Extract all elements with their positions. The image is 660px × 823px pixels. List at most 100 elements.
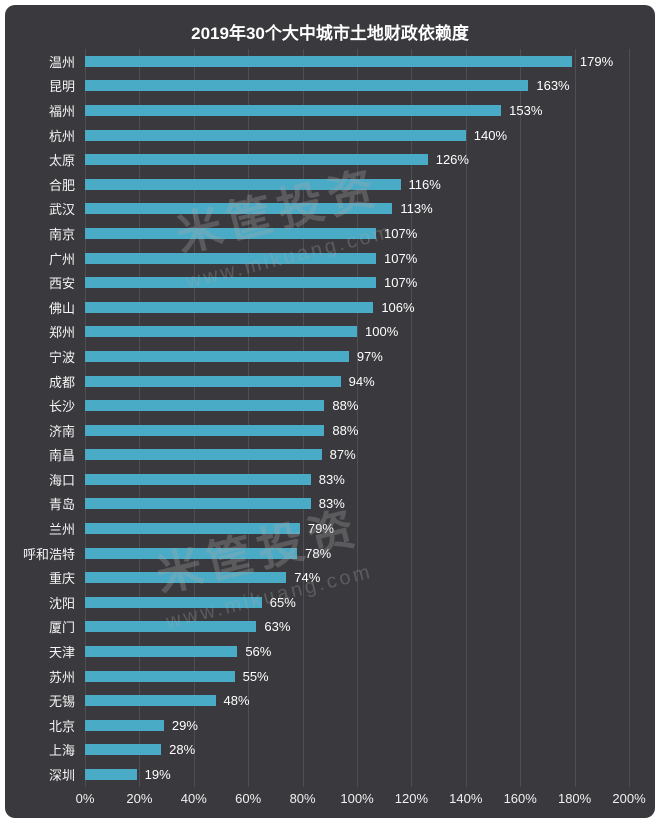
bar-row: 呼和浩特 78% xyxy=(5,541,655,566)
gridline xyxy=(193,49,195,787)
value-label: 63% xyxy=(264,619,291,635)
chart-panel: 2019年30个大中城市土地财政依赖度 温州 179% 昆明 163% 福州 153% 杭州… xyxy=(5,5,655,818)
value-label: 28% xyxy=(169,742,196,758)
gridline xyxy=(629,49,630,787)
bar-rows: 温州 179% 昆明 163% 福州 153% 杭州 140% 太原 126% 合肥 116% 武汉 11… xyxy=(5,49,655,787)
value-label: 29% xyxy=(171,717,198,733)
bar-track: 55% xyxy=(85,664,655,689)
gridline xyxy=(85,49,86,787)
value-label: 74% xyxy=(294,570,321,586)
bar xyxy=(85,769,137,781)
bar-row: 温州 179% xyxy=(5,49,655,74)
city-label: 厦门 xyxy=(48,620,75,636)
bar-track: 63% xyxy=(85,615,655,640)
bar-track: 56% xyxy=(85,639,655,664)
bar-track: 87% xyxy=(85,443,655,468)
gridline xyxy=(139,49,141,787)
bar-row: 杭州 140% xyxy=(5,123,655,148)
bar-track: 116% xyxy=(85,172,655,197)
bar-track: 153% xyxy=(85,98,655,123)
bar-row: 海口 83% xyxy=(5,467,655,492)
bar xyxy=(85,596,262,608)
city-label: 西安 xyxy=(48,276,75,292)
bar xyxy=(85,473,311,485)
bar-track: 113% xyxy=(85,197,655,222)
value-label: 83% xyxy=(318,496,345,512)
bar-track: 126% xyxy=(85,147,655,172)
bar-track: 179% xyxy=(85,49,655,74)
value-label: 140% xyxy=(473,127,508,143)
value-label: 153% xyxy=(509,102,543,118)
city-label: 重庆 xyxy=(48,571,75,587)
value-label: 163% xyxy=(536,78,570,94)
value-label: 56% xyxy=(245,644,272,660)
bar-track: 97% xyxy=(85,344,655,369)
bar-row: 北京 29% xyxy=(5,713,655,738)
bar xyxy=(85,326,357,338)
bar-row: 厦门 63% xyxy=(5,615,655,640)
bar-track: 107% xyxy=(85,246,655,271)
city-label: 郑州 xyxy=(48,325,75,341)
bar-track: 107% xyxy=(85,221,655,246)
city-label: 广州 xyxy=(48,251,75,267)
value-label: 179% xyxy=(579,53,614,69)
city-label: 青岛 xyxy=(48,497,75,513)
x-axis-tick: 20% xyxy=(126,791,153,806)
bar xyxy=(85,695,216,707)
value-label: 107% xyxy=(384,225,418,241)
value-label: 88% xyxy=(332,422,359,438)
bar xyxy=(85,424,325,436)
city-label: 杭州 xyxy=(48,128,75,144)
bar-track: 65% xyxy=(85,590,655,615)
bar xyxy=(85,646,238,658)
bar xyxy=(85,178,401,190)
bar-row: 西安 107% xyxy=(5,270,655,295)
gridline xyxy=(302,49,304,787)
x-axis-tick: 140% xyxy=(449,791,483,806)
bar xyxy=(85,154,428,166)
x-axis-tick: 100% xyxy=(340,791,374,806)
value-label: 100% xyxy=(365,324,399,340)
gridline xyxy=(248,49,250,787)
bar-track: 79% xyxy=(85,516,655,541)
bar-row: 上海 28% xyxy=(5,738,655,763)
city-label: 济南 xyxy=(48,423,75,439)
bar-track: 19% xyxy=(85,762,655,787)
city-label: 太原 xyxy=(48,153,75,169)
gridline xyxy=(520,49,522,787)
bar-track: 83% xyxy=(85,492,655,517)
value-label: 78% xyxy=(305,545,332,561)
x-axis-tick: 160% xyxy=(503,791,537,806)
bar xyxy=(85,523,300,535)
bar xyxy=(85,277,377,289)
bar-row: 深圳 19% xyxy=(5,762,655,787)
bar xyxy=(85,129,466,141)
city-label: 深圳 xyxy=(48,768,75,784)
value-label: 106% xyxy=(381,299,415,315)
bar-track: 88% xyxy=(85,418,655,443)
value-label: 83% xyxy=(318,471,345,487)
city-label: 海口 xyxy=(48,472,75,488)
value-label: 65% xyxy=(269,594,296,610)
bar-row: 太原 126% xyxy=(5,147,655,172)
bar-row: 青岛 83% xyxy=(5,492,655,517)
bar-track: 74% xyxy=(85,565,655,590)
bar xyxy=(85,449,322,461)
city-label: 佛山 xyxy=(48,300,75,316)
bar xyxy=(85,227,377,239)
city-label: 沈阳 xyxy=(48,595,75,611)
city-label: 武汉 xyxy=(48,202,75,218)
city-label: 北京 xyxy=(48,718,75,734)
bar xyxy=(85,375,341,387)
city-label: 成都 xyxy=(48,374,75,390)
value-label: 88% xyxy=(332,398,359,414)
bar xyxy=(85,104,502,116)
value-label: 113% xyxy=(400,201,433,217)
bar xyxy=(85,203,393,215)
bar xyxy=(85,350,349,362)
bar xyxy=(85,621,257,633)
bar-row: 广州 107% xyxy=(5,246,655,271)
city-label: 宁波 xyxy=(48,349,75,365)
bar-row: 南京 107% xyxy=(5,221,655,246)
gridlines xyxy=(85,49,630,787)
